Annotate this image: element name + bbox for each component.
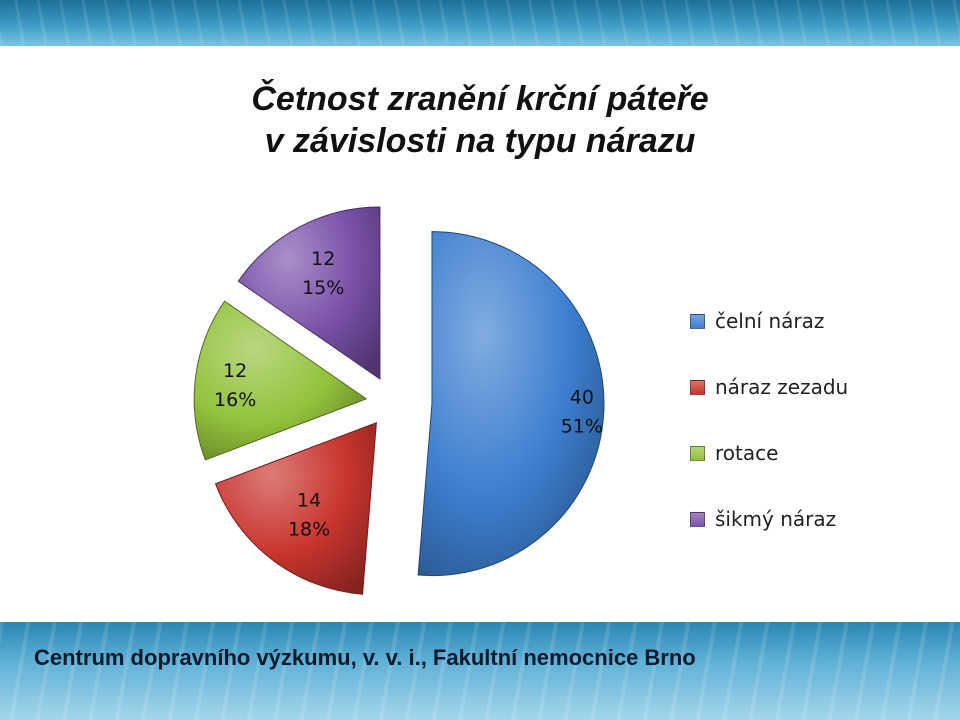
data-label-value: 40 [570,387,594,409]
legend-swatch [690,379,705,395]
footer-text: Centrum dopravního výzkumu, v. v. i., Fa… [34,645,696,670]
legend-label: rotace [715,441,779,465]
data-label-percent: 15% [302,277,344,299]
legend-label: náraz zezadu [715,375,849,399]
data-label-3: 12 16% [214,360,256,411]
pie-slice-3 [193,300,368,461]
legend-swatch [690,445,705,461]
data-label-percent: 16% [214,389,256,411]
legend-swatch [690,313,705,329]
pie-slice-4 [237,206,381,380]
data-label-value: 14 [297,489,321,511]
data-label-value: 12 [311,248,335,270]
chart-title: Četnost zranění krční páteře v závislost… [0,78,960,162]
data-label-percent: 18% [288,518,330,540]
chart-title-line-1: Četnost zranění krční páteře [251,80,709,118]
legend-item-3: rotace [690,440,778,466]
legend-swatch [690,511,705,527]
bottom-banner [0,622,960,720]
legend-item-4: šikmý náraz [690,506,836,532]
legend-label: šikmý náraz [715,507,837,531]
data-label-1: 40 51% [561,387,603,438]
data-label-4: 12 15% [302,248,344,299]
chart-title-line-2: v závislosti na typu nárazu [264,122,696,160]
data-label-2: 14 18% [288,489,330,540]
legend-item-1: čelní náraz [690,308,824,334]
pie-slice-2 [214,422,377,595]
top-banner [0,0,960,46]
legend-label: čelní náraz [715,309,825,333]
data-label-value: 12 [223,360,247,382]
legend-item-2: náraz zezadu [690,374,848,400]
pie-slice-1 [417,231,605,577]
data-label-percent: 51% [561,416,603,438]
